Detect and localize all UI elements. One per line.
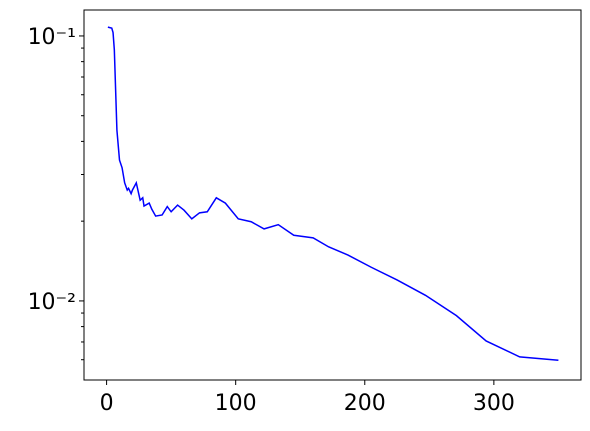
y-tick-label: 10⁻² — [28, 290, 76, 315]
data-line — [107, 26, 559, 362]
y-tick-label: 10⁻¹ — [28, 25, 76, 50]
x-tick-label: 0 — [100, 391, 114, 416]
axes-frame — [83, 9, 582, 381]
x-tick-label: 100 — [215, 391, 257, 416]
x-tick-label: 300 — [473, 391, 515, 416]
x-tick-label: 200 — [344, 391, 386, 416]
